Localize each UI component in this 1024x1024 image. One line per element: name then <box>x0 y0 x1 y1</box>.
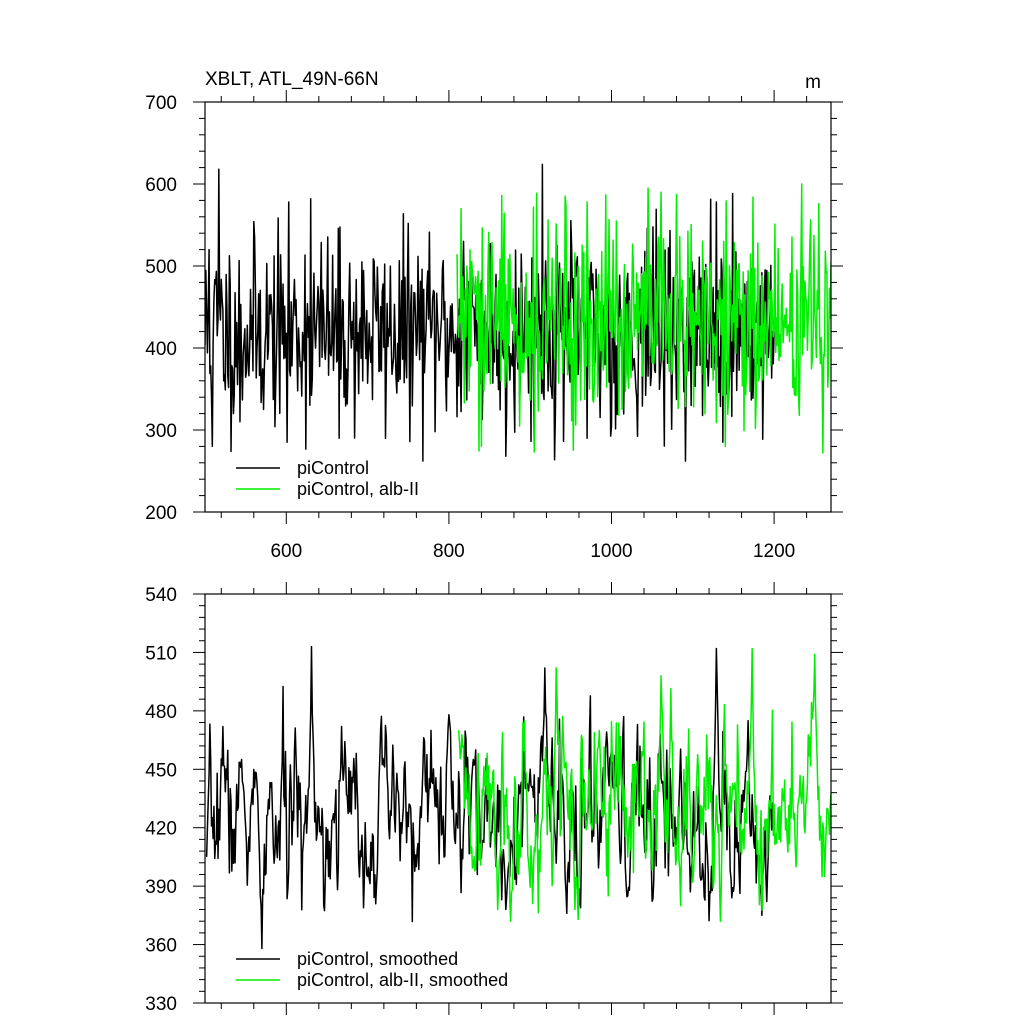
unit-label: m <box>805 72 821 93</box>
y-tick-label: 450 <box>145 760 177 781</box>
y-tick-label: 330 <box>145 994 177 1015</box>
y-tick-label: 500 <box>145 257 177 278</box>
legend-label: piControl, alb-II, smoothed <box>297 970 508 990</box>
series-line-alb-ii <box>456 183 831 454</box>
y-tick-label: 540 <box>145 585 177 606</box>
y-tick-label: 510 <box>145 643 177 664</box>
y-tick-label: 200 <box>145 503 177 524</box>
series-line-alb-ii <box>457 647 831 922</box>
y-tick-label: 480 <box>145 702 177 723</box>
y-tick-label: 400 <box>145 339 177 360</box>
y-tick-label: 600 <box>145 175 177 196</box>
y-tick-label: 420 <box>145 819 177 840</box>
chart-title: XBLT, ATL_49N-66N <box>205 69 379 90</box>
y-tick-label: 390 <box>145 877 177 898</box>
x-tick-label: 600 <box>270 541 302 562</box>
plot-frame <box>204 101 832 513</box>
y-tick-label: 300 <box>145 421 177 442</box>
legend-label: piControl, alb-II <box>297 479 419 499</box>
x-tick-label: 800 <box>433 541 465 562</box>
legend-label: piControl <box>297 458 369 478</box>
plot-frame <box>204 593 832 1004</box>
legend-label: piControl, smoothed <box>297 949 458 969</box>
x-tick-label: 1000 <box>590 541 632 562</box>
bottom-panel: 330 360 390 420 450 480 510 540 piControl, smoot… <box>145 582 843 1015</box>
y-tick-label: 700 <box>145 93 177 114</box>
top-panel: 200 300 400 500 600 700 600 800 1000 1200 XBLT, AT… <box>145 69 843 562</box>
y-tick-label: 360 <box>145 936 177 957</box>
x-tick-label: 1200 <box>753 541 795 562</box>
